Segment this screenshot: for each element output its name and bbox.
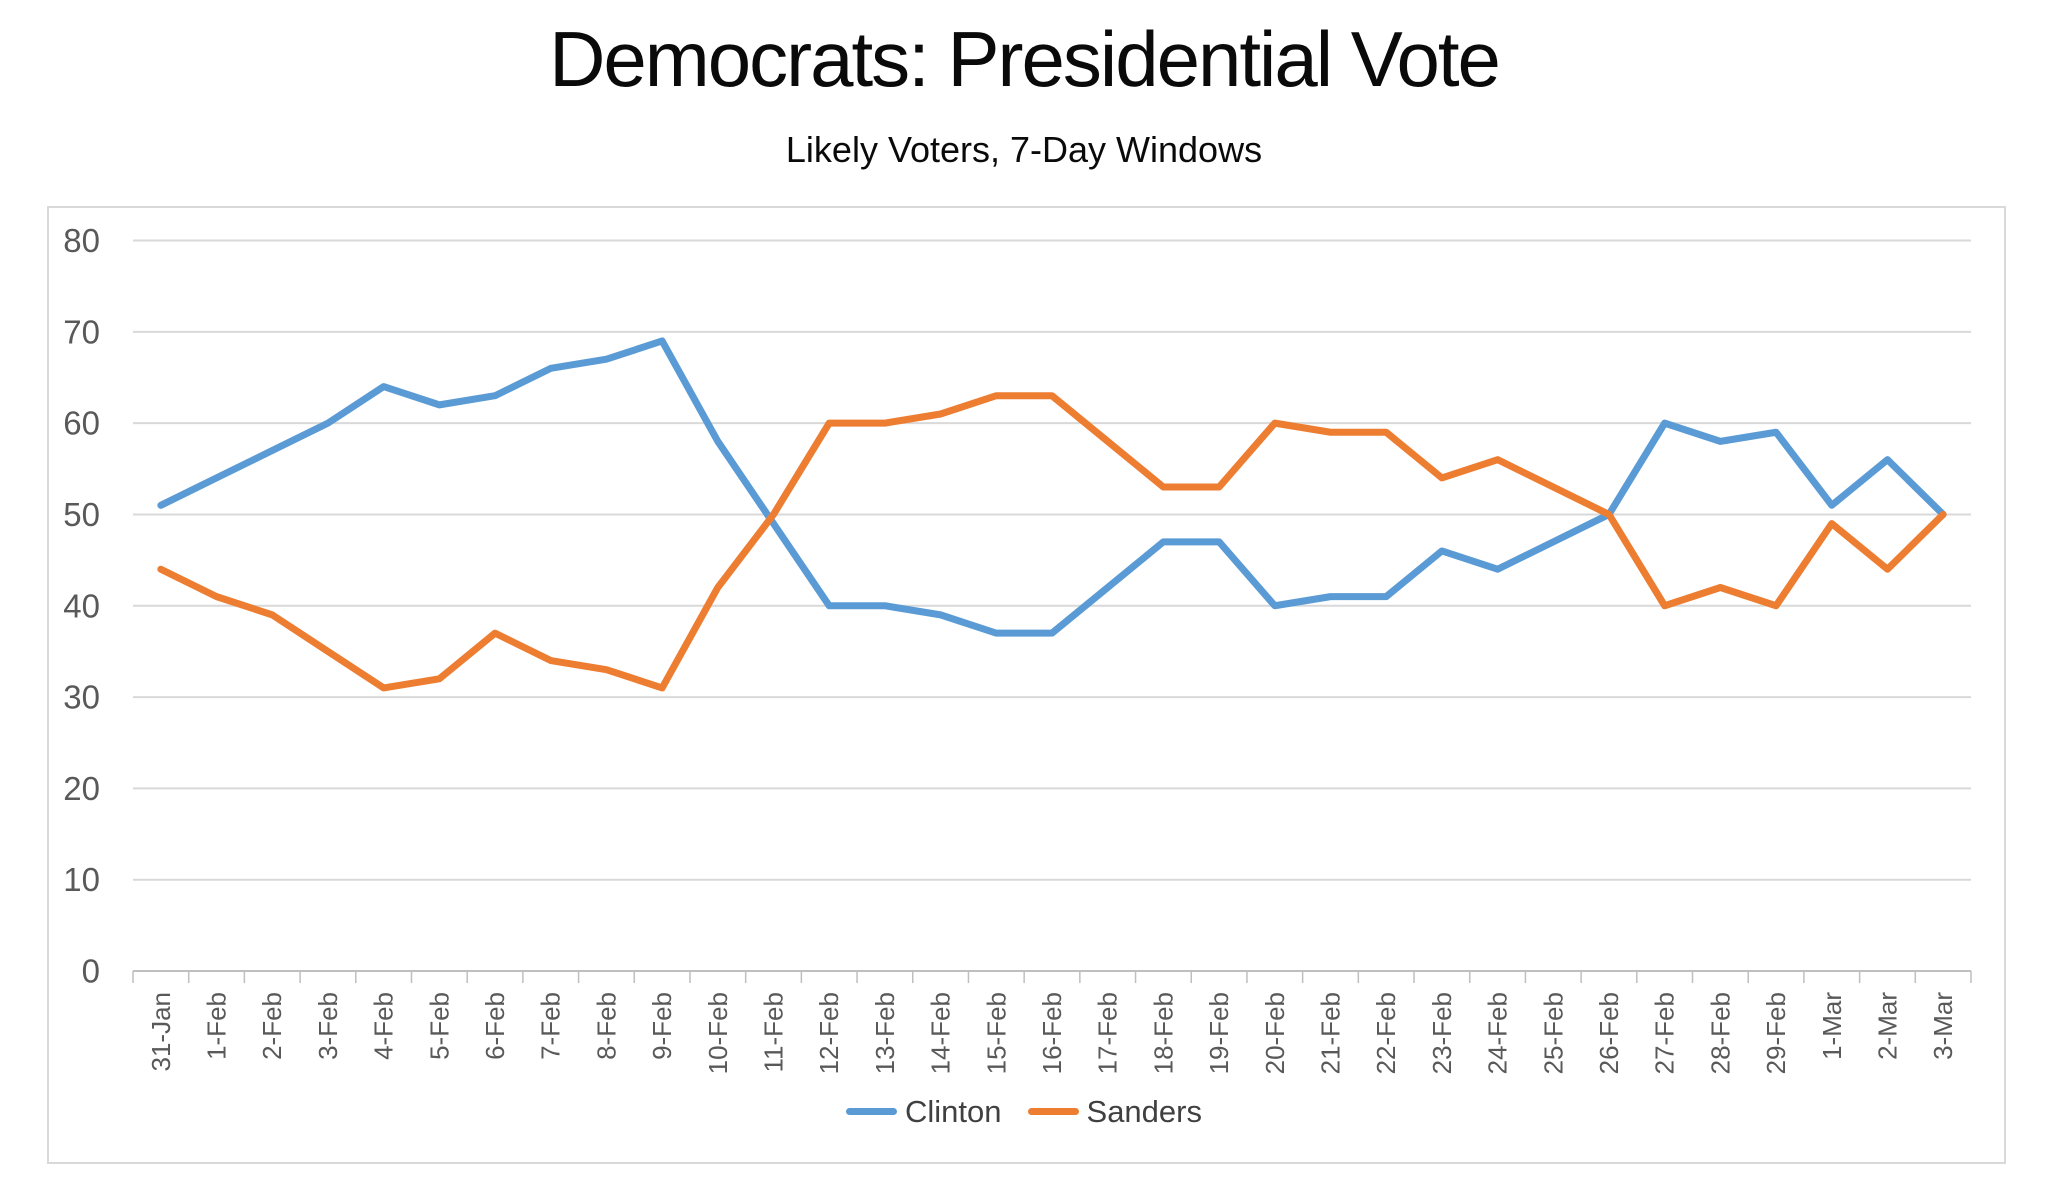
svg-text:12-Feb: 12-Feb bbox=[814, 992, 844, 1074]
legend-label-sanders: Sanders bbox=[1086, 1094, 1202, 1129]
svg-text:25-Feb: 25-Feb bbox=[1538, 992, 1568, 1074]
svg-text:15-Feb: 15-Feb bbox=[981, 992, 1011, 1074]
svg-text:80: 80 bbox=[63, 222, 100, 259]
legend-item-clinton: Clinton bbox=[846, 1096, 1002, 1127]
svg-text:10: 10 bbox=[63, 861, 100, 898]
svg-text:11-Feb: 11-Feb bbox=[759, 992, 789, 1072]
svg-text:8-Feb: 8-Feb bbox=[591, 992, 621, 1060]
svg-text:18-Feb: 18-Feb bbox=[1148, 992, 1178, 1074]
sanders-line-swatch bbox=[1027, 1108, 1079, 1115]
svg-text:0: 0 bbox=[82, 953, 100, 990]
chart-subtitle: Likely Voters, 7-Day Windows bbox=[785, 129, 1263, 170]
svg-text:30: 30 bbox=[63, 679, 100, 716]
clinton-line bbox=[157, 337, 1947, 637]
svg-text:10-Feb: 10-Feb bbox=[703, 992, 733, 1074]
svg-text:29-Feb: 29-Feb bbox=[1761, 992, 1791, 1074]
svg-text:5-Feb: 5-Feb bbox=[424, 992, 454, 1060]
svg-text:3-Mar: 3-Mar bbox=[1928, 992, 1958, 1060]
chart-title: Democrats: Presidential Vote bbox=[549, 15, 1501, 103]
legend: Clinton Sanders bbox=[0, 1096, 2048, 1127]
svg-text:4-Feb: 4-Feb bbox=[369, 992, 399, 1060]
legend-label-clinton: Clinton bbox=[905, 1094, 1002, 1129]
svg-text:13-Feb: 13-Feb bbox=[870, 992, 900, 1074]
svg-text:19-Feb: 19-Feb bbox=[1204, 992, 1234, 1074]
svg-text:2-Mar: 2-Mar bbox=[1872, 992, 1902, 1060]
svg-text:40: 40 bbox=[63, 587, 100, 624]
svg-text:23-Feb: 23-Feb bbox=[1427, 992, 1457, 1074]
legend-item-sanders: Sanders bbox=[1027, 1094, 1202, 1129]
svg-text:60: 60 bbox=[63, 405, 100, 442]
svg-text:26-Feb: 26-Feb bbox=[1594, 992, 1624, 1074]
svg-text:7-Feb: 7-Feb bbox=[536, 992, 566, 1060]
svg-text:20-Feb: 20-Feb bbox=[1260, 992, 1290, 1074]
svg-text:27-Feb: 27-Feb bbox=[1650, 992, 1680, 1074]
svg-text:20: 20 bbox=[63, 770, 100, 807]
svg-text:1-Mar: 1-Mar bbox=[1817, 992, 1847, 1060]
y-axis-labels: 0 10 20 30 40 50 60 70 80 bbox=[63, 222, 100, 990]
svg-text:6-Feb: 6-Feb bbox=[480, 992, 510, 1060]
svg-text:2-Feb: 2-Feb bbox=[257, 992, 287, 1060]
svg-text:14-Feb: 14-Feb bbox=[926, 992, 956, 1074]
y-gridlines bbox=[133, 239, 1971, 881]
svg-text:50: 50 bbox=[63, 496, 100, 533]
svg-text:9-Feb: 9-Feb bbox=[647, 992, 677, 1060]
svg-text:21-Feb: 21-Feb bbox=[1315, 992, 1345, 1074]
svg-text:31-Jan: 31-Jan bbox=[146, 992, 176, 1072]
svg-text:70: 70 bbox=[63, 313, 100, 350]
svg-text:3-Feb: 3-Feb bbox=[313, 992, 343, 1060]
svg-text:17-Feb: 17-Feb bbox=[1093, 992, 1123, 1074]
svg-text:24-Feb: 24-Feb bbox=[1483, 992, 1513, 1074]
sanders-line bbox=[157, 392, 1947, 692]
svg-text:28-Feb: 28-Feb bbox=[1705, 992, 1735, 1074]
clinton-line-swatch bbox=[846, 1108, 898, 1115]
svg-text:16-Feb: 16-Feb bbox=[1037, 992, 1067, 1074]
svg-text:22-Feb: 22-Feb bbox=[1371, 992, 1401, 1074]
x-axis-ticks bbox=[132, 971, 1972, 983]
x-axis-labels: 31-Jan 1-Feb 2-Feb 3-Feb 4-Feb 5-Feb 6-Feb 7-Fe… bbox=[146, 992, 1958, 1075]
svg-text:1-Feb: 1-Feb bbox=[202, 992, 232, 1060]
